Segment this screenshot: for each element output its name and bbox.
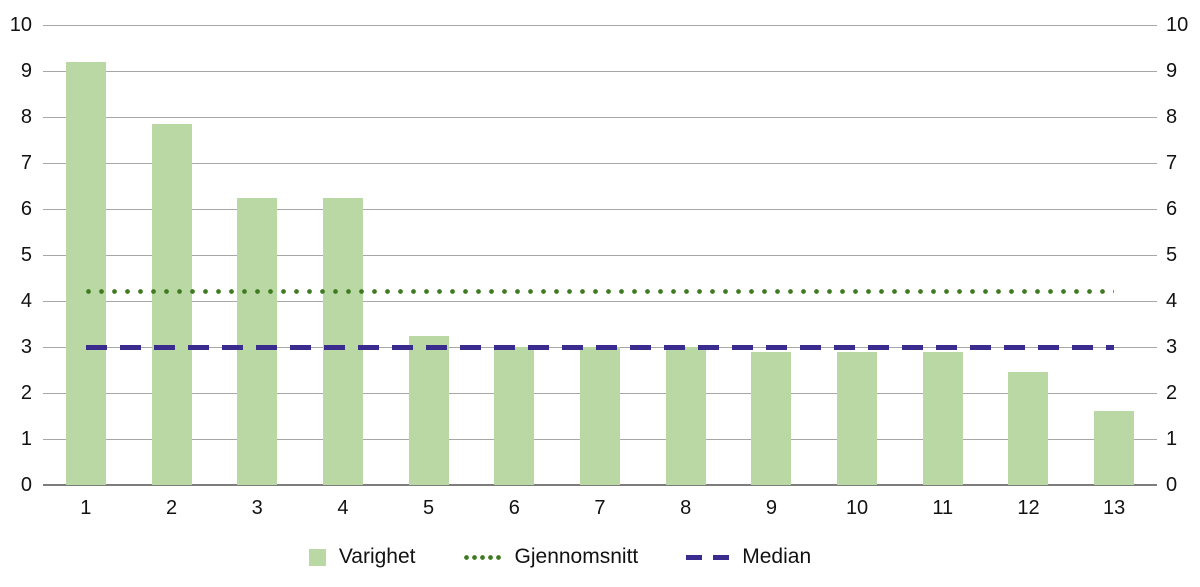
bar-7 — [580, 347, 620, 485]
y-tick-label-6: 6 — [20, 198, 32, 220]
bar-1 — [65, 61, 106, 485]
gridline — [43, 24, 1157, 26]
bar-9 — [751, 351, 792, 485]
y-tick-label-1: 1 — [1166, 428, 1178, 450]
legend: Varighet Gjennomsnitt Median — [0, 541, 1160, 573]
y-tick-label-5: 5 — [1166, 244, 1178, 266]
bar-2 — [151, 123, 192, 485]
bar-8 — [665, 347, 706, 485]
dashed-line-swatch-icon — [686, 554, 730, 560]
bar-swatch-icon — [308, 548, 326, 566]
x-tick-label-2: 2 — [165, 497, 178, 519]
x-tick-label-10: 10 — [845, 497, 869, 519]
y-tick-label-8: 8 — [1166, 106, 1178, 128]
x-tick-label-1: 1 — [80, 497, 92, 519]
x-tick-label-12: 12 — [1017, 497, 1040, 519]
legend-item-median: Median — [686, 545, 811, 569]
y-tick-label-2: 2 — [1166, 382, 1178, 404]
bar-6 — [494, 347, 535, 485]
legend-label-gjennomsnitt: Gjennomsnitt — [514, 545, 639, 568]
y-tick-label-9: 9 — [1166, 60, 1178, 82]
y-axis-left-labels: 0 1 2 3 4 5 6 7 8 9 10 — [0, 0, 36, 587]
y-tick-label-10: 10 — [1166, 14, 1189, 36]
bar-4 — [322, 197, 363, 485]
y-tick-label-7: 7 — [1166, 152, 1178, 174]
y-tick-label-0: 0 — [20, 474, 32, 496]
plot-area — [43, 24, 1157, 486]
y-tick-label-9: 9 — [20, 60, 32, 82]
bar-13 — [1094, 411, 1135, 485]
legend-item-varighet: Varighet — [308, 545, 416, 569]
y-tick-label-3: 3 — [20, 336, 32, 358]
x-tick-label-11: 11 — [932, 497, 954, 519]
bar-5 — [408, 335, 449, 485]
gridline — [43, 254, 1157, 256]
gridline — [43, 208, 1157, 210]
y-tick-label-2: 2 — [20, 382, 32, 404]
x-tick-label-13: 13 — [1103, 497, 1126, 519]
gridline — [43, 116, 1157, 118]
y-axis-right-labels: 0 1 2 3 4 5 6 7 8 9 10 — [1166, 0, 1200, 587]
x-tick-label-9: 9 — [765, 497, 777, 519]
gridline — [43, 70, 1157, 72]
average-line — [85, 289, 1115, 295]
legend-item-gjennomsnitt: Gjennomsnitt — [463, 545, 639, 569]
bar-10 — [837, 351, 878, 485]
gridline — [43, 300, 1157, 302]
median-line — [85, 344, 1115, 350]
x-tick-label-8: 8 — [680, 497, 692, 519]
y-tick-label-7: 7 — [20, 152, 32, 174]
y-tick-label-0: 0 — [1166, 474, 1178, 496]
legend-label-varighet: Varighet — [338, 545, 416, 568]
x-tick-label-6: 6 — [508, 497, 520, 519]
y-tick-label-8: 8 — [20, 106, 32, 128]
y-tick-label-6: 6 — [1166, 198, 1178, 220]
dotted-line-swatch-icon — [463, 554, 502, 560]
bar-3 — [237, 197, 278, 485]
x-tick-label-3: 3 — [251, 497, 263, 519]
bar-11 — [922, 351, 963, 485]
x-tick-label-7: 7 — [594, 497, 606, 519]
gridline — [43, 162, 1157, 164]
y-tick-label-4: 4 — [1166, 290, 1178, 312]
y-tick-label-3: 3 — [1166, 336, 1178, 358]
y-tick-label-1: 1 — [20, 428, 32, 450]
y-tick-label-5: 5 — [20, 244, 32, 266]
y-tick-label-4: 4 — [20, 290, 32, 312]
x-axis-line — [43, 484, 1157, 486]
legend-label-median: Median — [742, 545, 812, 568]
bar-12 — [1008, 372, 1049, 485]
y-tick-label-10: 10 — [9, 14, 32, 36]
x-tick-label-5: 5 — [423, 497, 435, 519]
x-tick-label-4: 4 — [337, 497, 349, 519]
